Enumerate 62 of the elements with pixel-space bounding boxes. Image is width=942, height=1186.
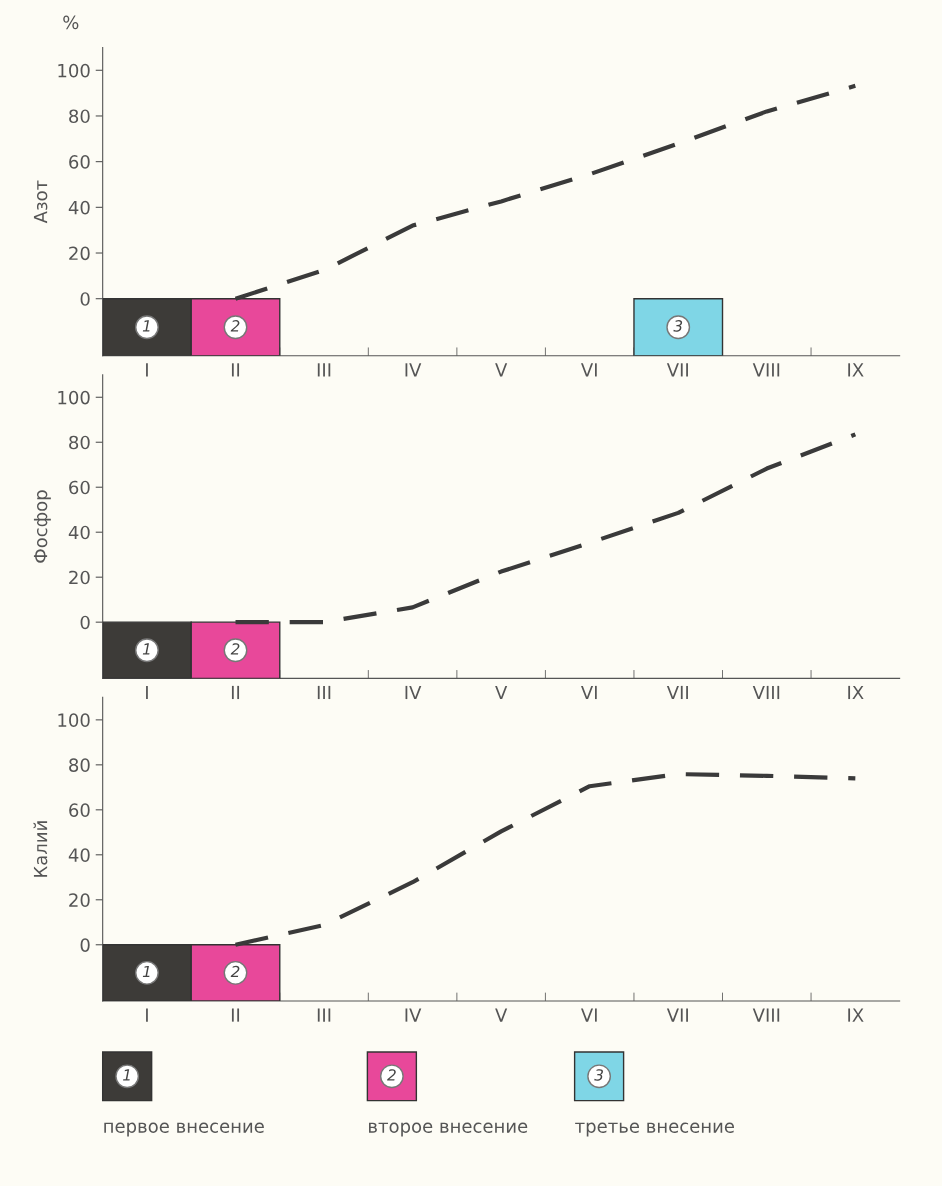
x-tick-label: V <box>495 1008 508 1022</box>
text: % <box>63 15 79 30</box>
y-tick-label: 80 <box>69 109 90 124</box>
y-tick-label: 40 <box>68 525 90 540</box>
band-label: 2 <box>230 320 240 332</box>
text: первое внесение <box>104 1122 264 1137</box>
band-label: 2 <box>230 643 240 655</box>
text: 1 <box>123 1069 130 1081</box>
x-tick-label: II <box>231 685 240 700</box>
y-tick-label: 40 <box>68 848 90 862</box>
text: третье внесение <box>575 1122 734 1137</box>
band-label: 1 <box>142 643 150 655</box>
x-tick-label: VIII <box>752 363 780 377</box>
y-tick-label: 80 <box>69 435 90 450</box>
x-tick-label: V <box>495 685 508 700</box>
band-label: 1 <box>142 965 150 978</box>
x-tick-label: VIII <box>752 1008 780 1022</box>
y-axis-title: Фосфор <box>33 490 51 563</box>
band-label: 1 <box>142 320 150 332</box>
text: 3 <box>594 1069 603 1081</box>
x-tick-label: VIII <box>752 685 780 700</box>
y-tick-label: 60 <box>69 480 90 495</box>
y-tick-label: 80 <box>69 758 90 772</box>
x-tick-label: VI <box>580 363 597 377</box>
y-tick-label: 60 <box>69 803 90 817</box>
y-tick-label: 0 <box>80 938 90 952</box>
x-tick-label: VII <box>666 1008 688 1022</box>
x-tick-label: IX <box>848 363 864 377</box>
x-tick-label: IX <box>848 1008 864 1022</box>
x-tick-label: IV <box>405 1008 422 1022</box>
band-label: 3 <box>673 320 683 332</box>
y-tick-label: 100 <box>58 713 90 727</box>
y-axis-title: Калий <box>33 821 48 877</box>
y-tick-label: 20 <box>69 893 90 907</box>
x-tick-label: VI <box>580 1008 597 1022</box>
x-tick-label: VII <box>666 363 688 377</box>
y-tick-label: 20 <box>69 246 90 261</box>
band-label: 2 <box>230 965 240 978</box>
y-tick-label: 20 <box>69 570 90 585</box>
y-tick-label: 0 <box>80 292 90 306</box>
x-tick-label: II <box>231 1008 240 1022</box>
x-tick-label: VI <box>580 685 597 700</box>
x-tick-label: III <box>317 685 331 700</box>
x-tick-label: I <box>146 685 148 700</box>
x-tick-label: V <box>495 363 508 377</box>
y-tick-label: 0 <box>80 615 90 630</box>
x-tick-label: II <box>231 363 240 377</box>
y-axis-title: Азот <box>33 180 48 224</box>
x-tick-label: VII <box>666 685 688 700</box>
text: второе внесение <box>369 1122 528 1137</box>
x-tick-label: IV <box>405 363 422 377</box>
y-tick-label: 100 <box>58 390 90 405</box>
y-tick-label: 40 <box>68 200 90 215</box>
y-tick-label: 100 <box>58 63 90 78</box>
text: 2 <box>387 1069 396 1081</box>
y-tick-label: 60 <box>69 155 90 169</box>
x-tick-label: I <box>146 1008 148 1022</box>
x-tick-label: IV <box>405 685 422 700</box>
x-tick-label: IX <box>848 685 864 700</box>
x-tick-label: III <box>317 363 331 377</box>
x-tick-label: III <box>317 1008 331 1022</box>
x-tick-label: I <box>146 363 148 377</box>
